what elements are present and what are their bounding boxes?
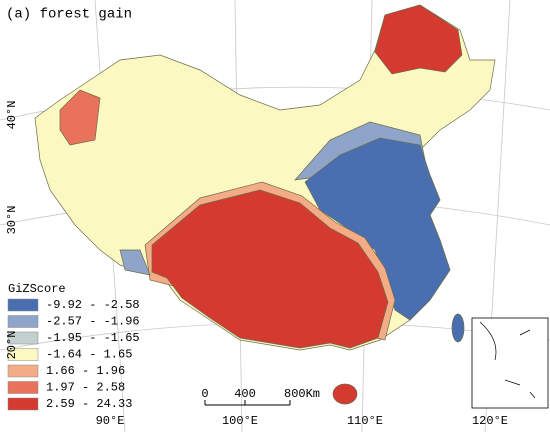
scale-label: 400 bbox=[234, 387, 256, 401]
scale-bar bbox=[204, 400, 291, 406]
scale-label: 800Km bbox=[284, 387, 320, 401]
scale-label: 0 bbox=[201, 387, 208, 401]
legend-label: 1.66 - 1.96 bbox=[46, 364, 125, 378]
legend-swatch bbox=[7, 348, 39, 361]
legend-swatch bbox=[7, 331, 39, 345]
legend-label: 2.59 - 24.33 bbox=[46, 397, 132, 411]
hainan bbox=[332, 383, 358, 405]
legend-label: -9.92 - -2.58 bbox=[46, 298, 140, 312]
longitude-label: 90°E bbox=[96, 414, 125, 428]
longitude-label: 100°E bbox=[222, 414, 258, 428]
region-hot-ne bbox=[374, 4, 463, 75]
latitude-label: 20°N bbox=[5, 331, 19, 360]
legend-swatch bbox=[7, 364, 39, 378]
region-hot-nw bbox=[59, 89, 101, 146]
legend-label: -1.95 - -1.65 bbox=[46, 331, 140, 345]
china-regions bbox=[34, 4, 496, 405]
legend-title: GiZScore bbox=[8, 282, 66, 296]
inset-box bbox=[471, 317, 549, 409]
legend-label: -1.64 - 1.65 bbox=[46, 348, 132, 362]
inset-islands bbox=[479, 321, 536, 399]
legend-swatch bbox=[7, 397, 39, 411]
latitude-label: 30°N bbox=[5, 206, 19, 235]
legend-swatch bbox=[7, 315, 39, 328]
map-title: (a) forest gain bbox=[6, 7, 132, 23]
region-hot-sw bbox=[151, 189, 389, 349]
scale-line bbox=[204, 400, 291, 406]
legend-label: -2.57 - -1.96 bbox=[46, 315, 140, 329]
region-cold-west bbox=[119, 249, 151, 276]
latitude-label: 40°N bbox=[5, 101, 19, 130]
legend-swatch bbox=[7, 298, 39, 312]
longitude-label: 120°E bbox=[472, 414, 508, 428]
taiwan bbox=[451, 313, 465, 343]
legend-swatch bbox=[7, 381, 39, 394]
longitude-label: 110°E bbox=[347, 414, 383, 428]
legend-label: 1.97 - 2.58 bbox=[46, 381, 125, 395]
